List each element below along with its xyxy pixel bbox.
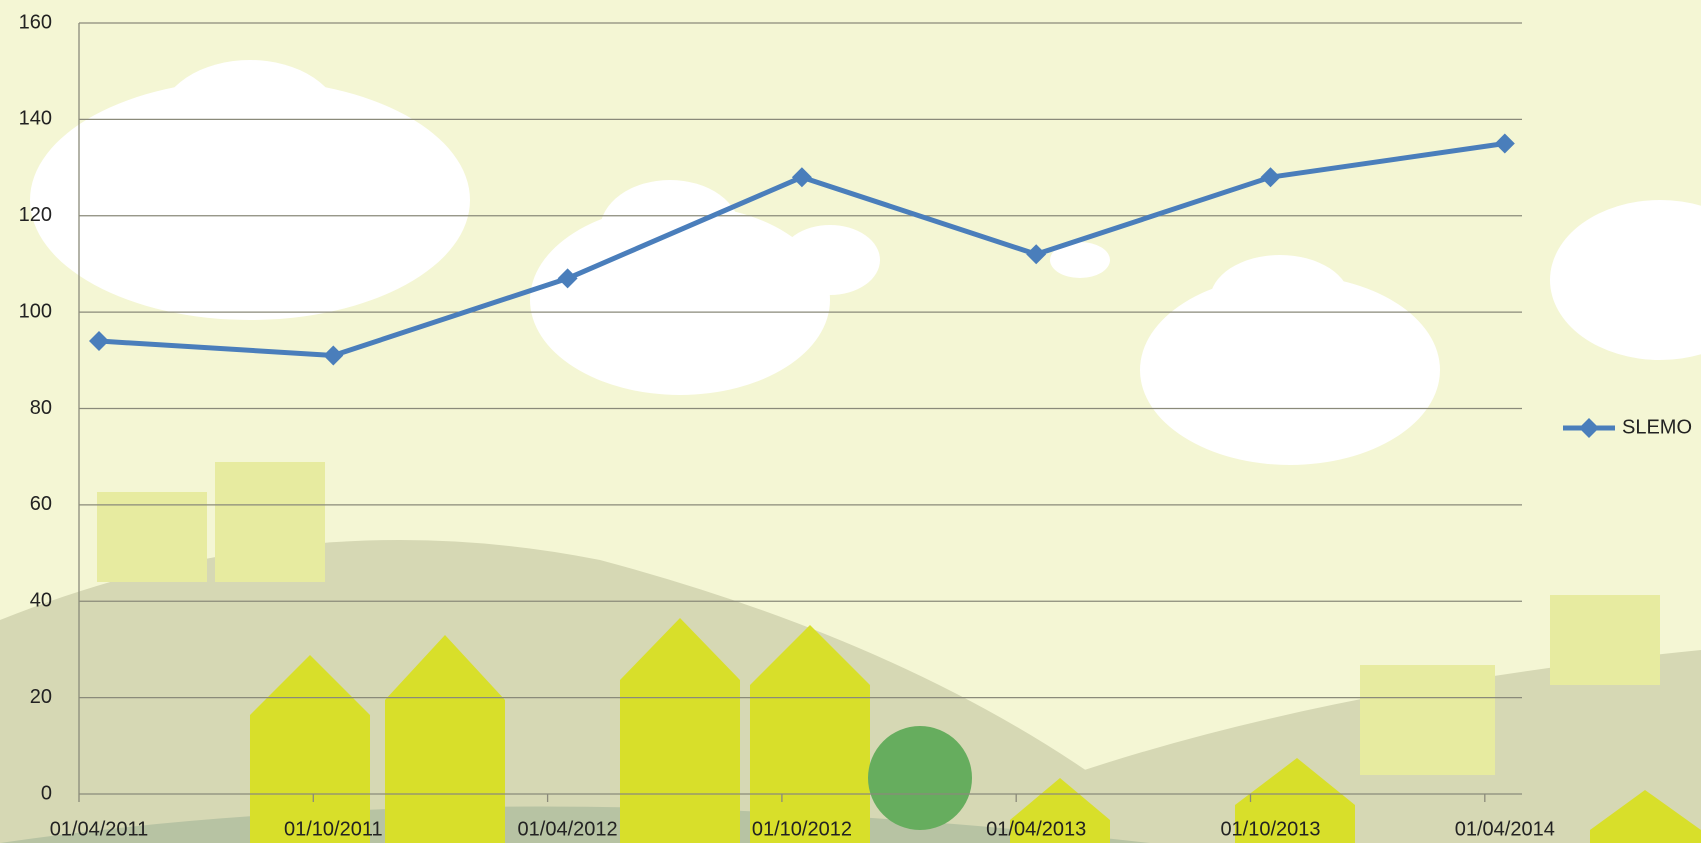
legend-label: SLEMO <box>1622 416 1692 438</box>
y-tick-label: 80 <box>30 397 52 419</box>
chart: 0 20 40 60 80 100 120 140 160 01/04/2011 01/10/201… <box>0 0 1701 843</box>
y-tick-label: 120 <box>19 204 52 226</box>
x-tick-label: 01/10/2013 <box>1220 818 1320 840</box>
y-tick-label: 0 <box>41 782 52 804</box>
y-tick-label: 140 <box>19 108 52 130</box>
y-tick-label: 160 <box>19 11 52 33</box>
y-tick-label: 40 <box>30 590 52 612</box>
background-illustration <box>0 0 1701 843</box>
y-tick-label: 60 <box>30 493 52 515</box>
x-tick-label: 01/10/2011 <box>284 818 383 840</box>
x-tick-label: 01/04/2012 <box>518 818 618 840</box>
x-tick-label: 01/04/2013 <box>986 818 1086 840</box>
x-tick-label: 01/04/2011 <box>50 818 149 840</box>
x-tick-label: 01/04/2014 <box>1455 818 1555 840</box>
y-tick-label: 100 <box>19 300 52 322</box>
y-tick-label: 20 <box>30 686 52 708</box>
x-tick-label: 01/10/2012 <box>752 818 852 840</box>
